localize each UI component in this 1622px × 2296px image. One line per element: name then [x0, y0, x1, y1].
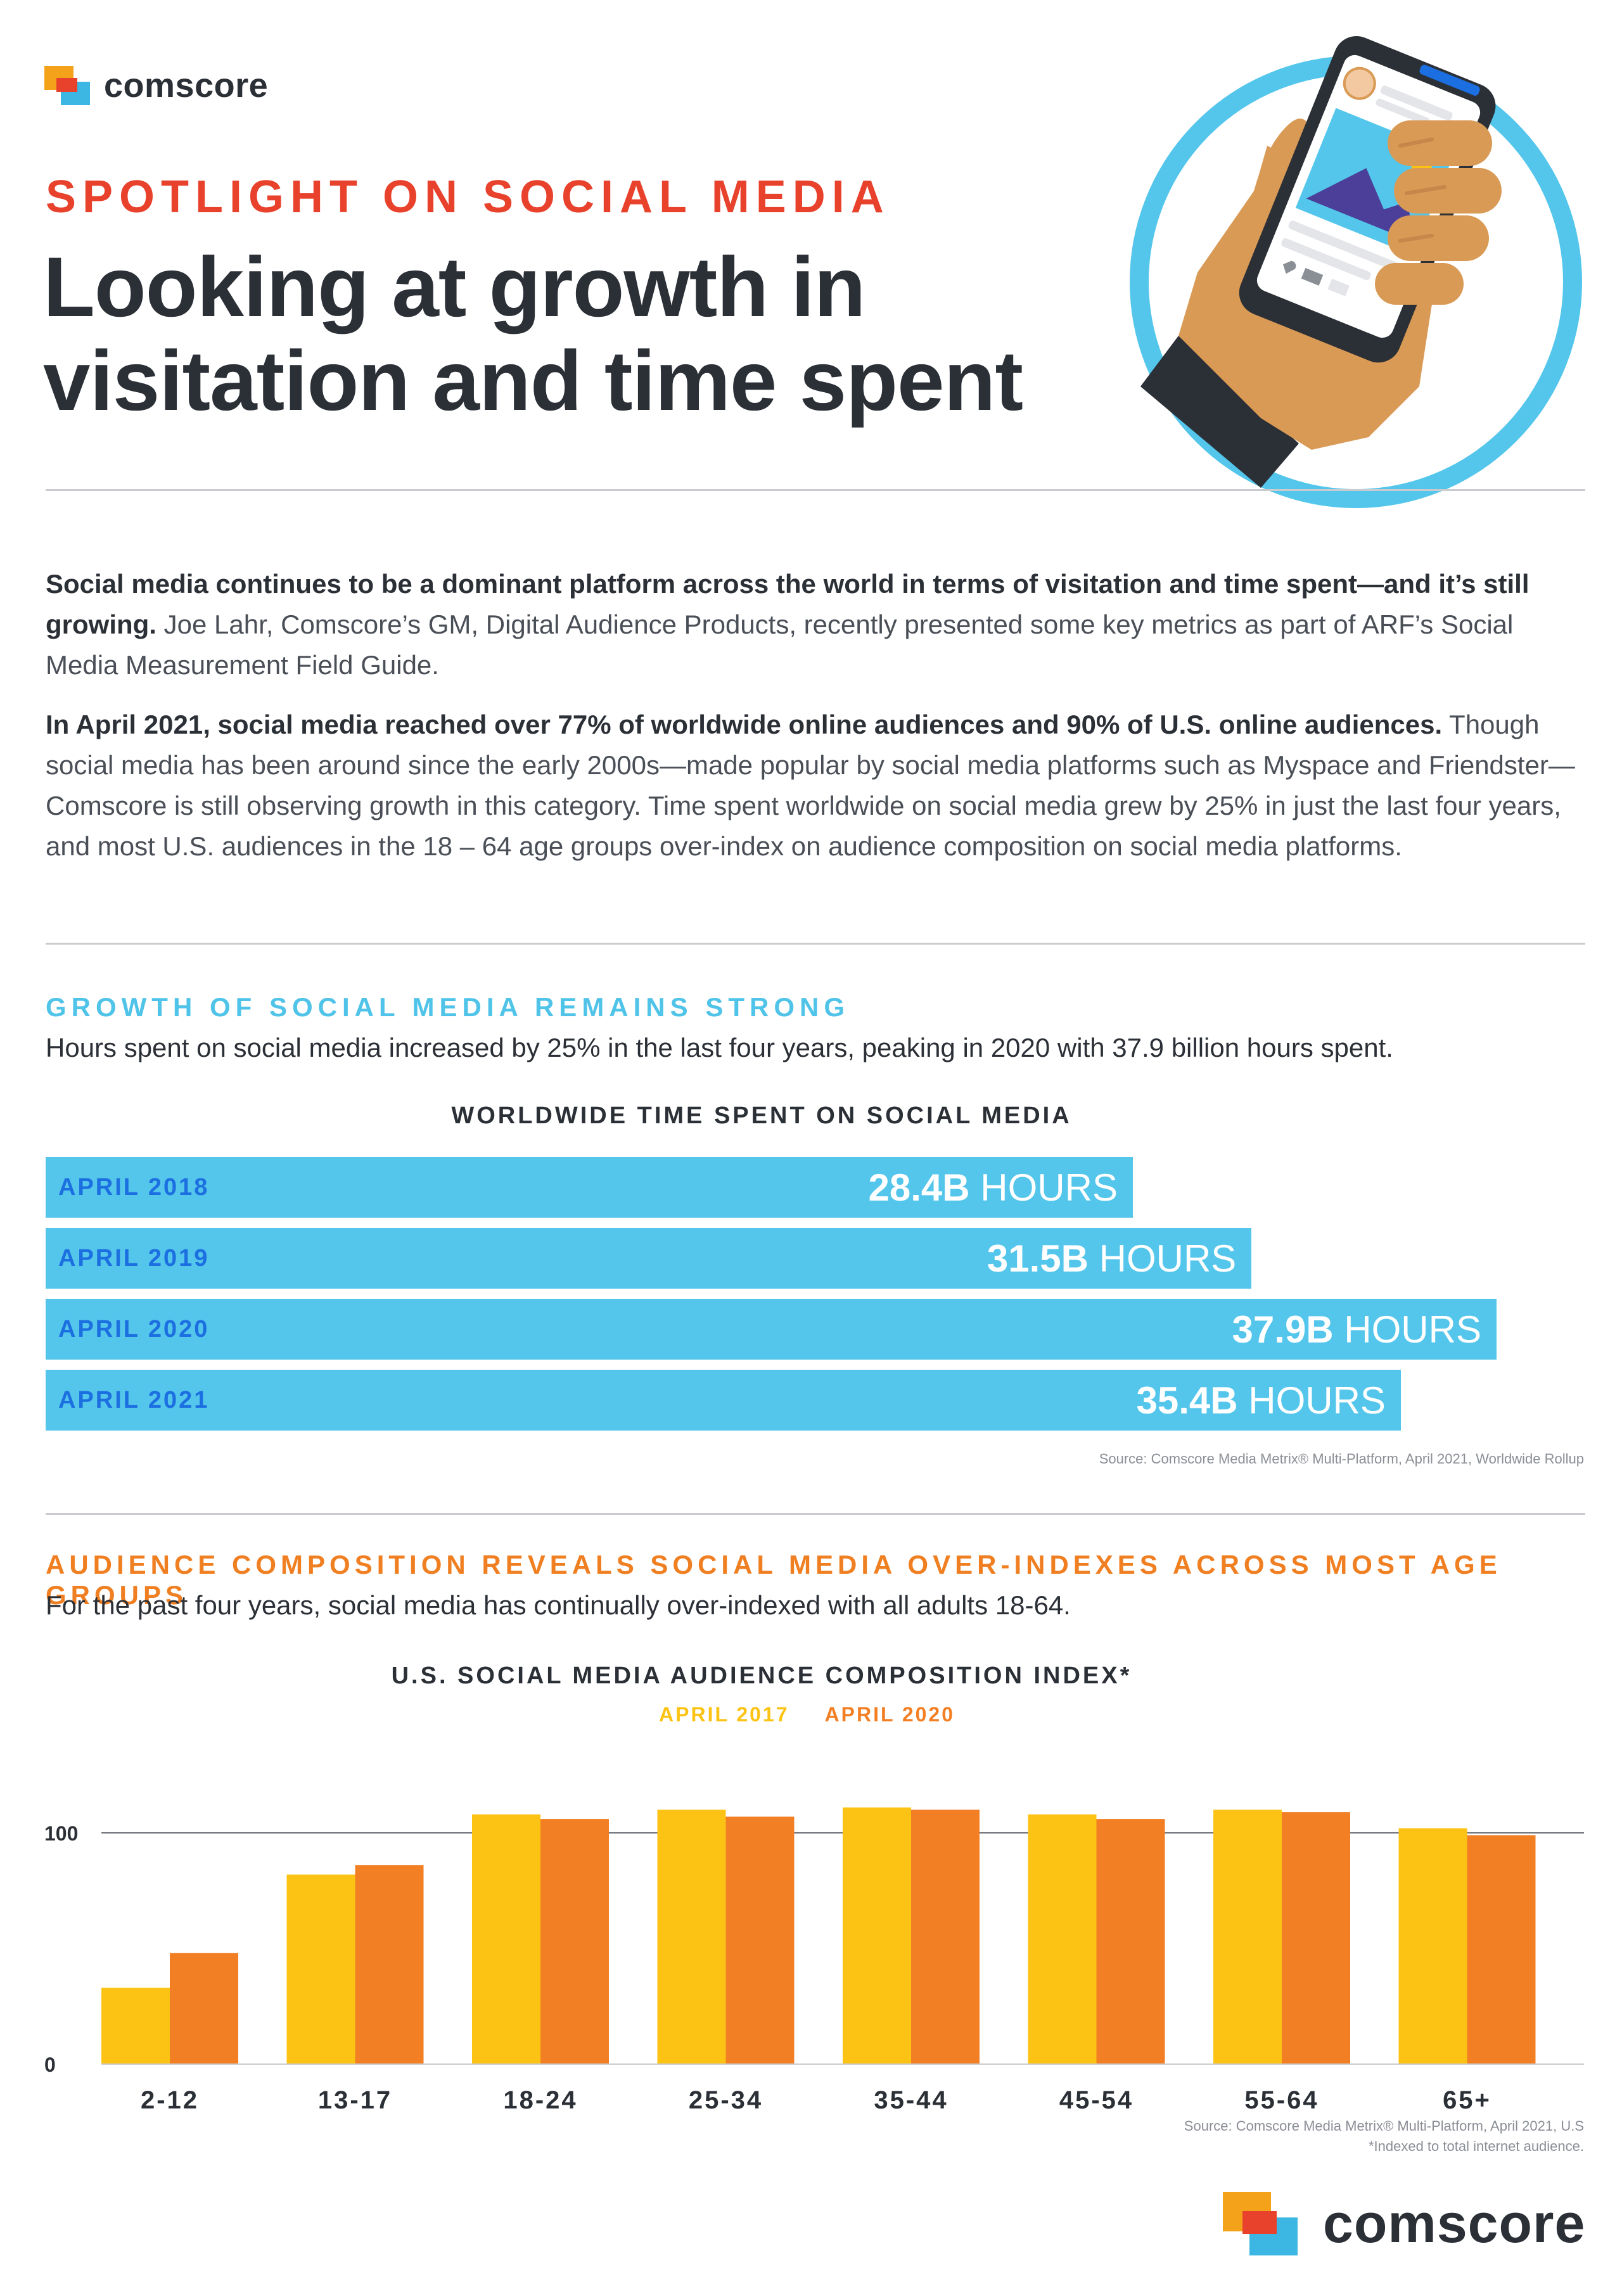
headline: Looking at growth in visitation and time…: [43, 241, 1120, 428]
chart-1-title: WORLDWIDE TIME SPENT ON SOCIAL MEDIA: [451, 1102, 1072, 1129]
headline-line-1: Looking at growth in: [43, 240, 866, 335]
bar-april-2017-18-24: [472, 1814, 540, 2064]
x-tick-label: 18-24: [503, 2086, 577, 2114]
y-tick-label: 0: [44, 2053, 56, 2076]
x-tick-label: 13-17: [318, 2086, 392, 2114]
intro-p2-text: Though social media has been around sinc…: [46, 710, 1575, 861]
bar-april-2017-13-17: [286, 1874, 355, 2064]
bar-april-2017-65+: [1398, 1828, 1467, 2064]
comscore-logo-mark-icon: [44, 66, 90, 105]
comscore-wordmark: comscore: [1323, 2193, 1586, 2254]
section-2-title: AUDIENCE COMPOSITION REVEALS SOCIAL MEDI…: [46, 1550, 1502, 1610]
bar-april-2021: APRIL 2021 35.4B HOURS: [46, 1370, 1401, 1431]
bar-category-label: APRIL 2019: [58, 1244, 210, 1272]
bar-value-label: 31.5B HOURS: [987, 1237, 1237, 1280]
comscore-logo-mark-icon: [1223, 2192, 1298, 2255]
chart-1-source: Source: Comscore Media Metrix® Multi-Pla…: [1099, 1451, 1584, 1467]
hand-holding-phone-icon: [1130, 36, 1582, 508]
chart-2-source-line-1: Source: Comscore Media Metrix® Multi-Pla…: [1184, 2118, 1584, 2134]
comscore-logo-top: comscore: [44, 63, 268, 108]
section-1-title: GROWTH OF SOCIAL MEDIA REMAINS STRONG: [46, 992, 850, 1022]
bar-category-label: APRIL 2020: [58, 1315, 210, 1343]
bar-value-label: 28.4B HOURS: [868, 1166, 1118, 1209]
bar-april-2020-35-44: [911, 1809, 980, 2064]
bar-april-2020-18-24: [540, 1819, 609, 2064]
bar-april-2019: APRIL 2019 31.5B HOURS: [46, 1228, 1252, 1289]
x-tick-label: 25-34: [689, 2086, 763, 2114]
audience-composition-chart: 100 0 2-12 13-17 18-24 25-34 35-44 45-54 55-64 65…: [44, 1807, 1584, 2114]
bar-april-2020: APRIL 2020 37.9B HOURS: [46, 1299, 1497, 1360]
x-tick-label: 45-54: [1059, 2086, 1133, 2114]
chart-2-footnote: *Indexed to total internet audience.: [1368, 2138, 1584, 2154]
bar-april-2018: APRIL 2018 28.4B HOURS: [46, 1157, 1133, 1218]
comscore-wordmark: comscore: [104, 67, 269, 105]
intro-paragraph-1: Social media continues to be a dominant …: [46, 564, 1585, 686]
legend-april-2017: APRIL 2017: [659, 1703, 789, 1726]
divider: [46, 489, 1585, 491]
bar-april-2020-65+: [1467, 1835, 1536, 2064]
bar-april-2017-35-44: [843, 1807, 911, 2064]
intro-p1-text: Joe Lahr, Comscore’s GM, Digital Audienc…: [46, 609, 1514, 680]
bar-april-2017-25-34: [657, 1809, 726, 2064]
bar-april-2017-45-54: [1028, 1814, 1097, 2064]
y-tick-label: 100: [44, 1822, 78, 1845]
divider: [46, 943, 1585, 945]
x-tick-label: 35-44: [874, 2086, 948, 2114]
intro-p1-bold: Social media continues to be a dominant …: [46, 569, 1529, 639]
divider: [46, 1513, 1585, 1515]
bar-category-label: APRIL 2018: [58, 1173, 210, 1201]
intro-paragraph-2: In April 2021, social media reached over…: [46, 705, 1585, 867]
section-2-subtitle: For the past four years, social media ha…: [46, 1590, 1071, 1620]
chart-2-legend: APRIL 2017 APRIL 2020: [659, 1703, 955, 1726]
x-tick-label: 2-12: [141, 2086, 199, 2114]
x-tick-label: 55-64: [1244, 2086, 1319, 2114]
x-tick-label: 65+: [1443, 2086, 1491, 2114]
bar-april-2020-2-12: [170, 1953, 238, 2064]
bar-april-2017-55-64: [1213, 1809, 1282, 2064]
intro-p2-bold: In April 2021, social media reached over…: [46, 710, 1443, 739]
comscore-logo-bottom: comscore: [1223, 2189, 1585, 2259]
bar-april-2020-25-34: [725, 1816, 795, 2064]
bar-april-2020-13-17: [355, 1865, 424, 2064]
bar-category-label: APRIL 2021: [58, 1386, 210, 1413]
section-1-subtitle: Hours spent on social media increased by…: [46, 1033, 1393, 1062]
bar-value-label: 35.4B HOURS: [1136, 1379, 1386, 1422]
chart-2-title: U.S. SOCIAL MEDIA AUDIENCE COMPOSITION I…: [391, 1662, 1132, 1689]
legend-april-2020: APRIL 2020: [824, 1703, 955, 1726]
kicker: SPOTLIGHT ON SOCIAL MEDIA: [46, 172, 890, 222]
chart-2-source: Source: Comscore Media Metrix® Multi-Pla…: [1184, 2116, 1584, 2157]
headline-line-2: visitation and time spent: [43, 334, 1023, 428]
bar-value-label: 37.9B HOURS: [1232, 1308, 1481, 1351]
bar-april-2017-2-12: [101, 1987, 170, 2064]
bar-april-2020-45-54: [1096, 1819, 1165, 2064]
bar-april-2020-55-64: [1282, 1812, 1350, 2064]
